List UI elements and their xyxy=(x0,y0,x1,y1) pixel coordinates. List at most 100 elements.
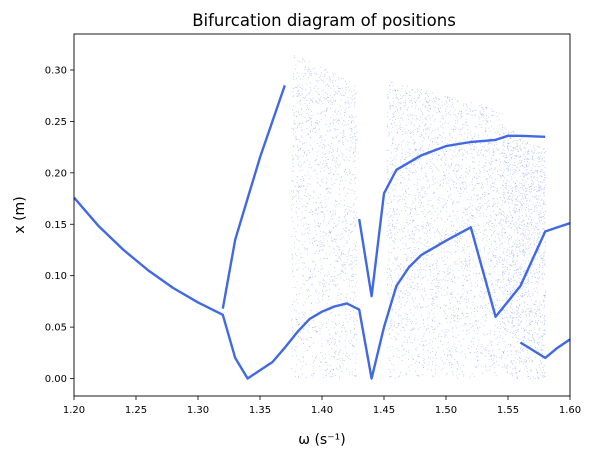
chaos-point xyxy=(398,143,400,145)
chaos-point xyxy=(343,115,345,117)
chaos-point xyxy=(325,207,327,209)
chaos-point xyxy=(307,223,309,225)
chaos-point xyxy=(292,198,294,200)
chaos-point xyxy=(328,222,329,224)
chaos-point xyxy=(352,316,354,318)
chaos-point xyxy=(314,73,316,75)
chaos-point xyxy=(482,114,484,115)
chaos-point xyxy=(522,207,524,209)
chaos-point xyxy=(308,332,310,334)
chaos-point xyxy=(337,331,338,333)
chaos-point xyxy=(342,179,343,181)
chaos-point xyxy=(291,258,293,260)
chaos-point xyxy=(406,372,407,374)
chaos-point xyxy=(536,281,538,283)
chaos-point xyxy=(297,187,299,188)
chaos-point xyxy=(441,257,443,259)
chaos-point xyxy=(529,186,531,188)
chaos-point xyxy=(396,208,398,210)
chaos-point xyxy=(451,225,452,227)
chaos-point xyxy=(326,289,328,291)
chaos-point xyxy=(478,194,479,196)
chaos-point xyxy=(314,122,316,124)
chaos-point xyxy=(326,210,328,212)
chaos-point xyxy=(395,226,397,228)
chaos-point xyxy=(301,136,303,138)
chaos-point xyxy=(299,240,301,242)
chaos-point xyxy=(409,167,411,169)
chaos-point xyxy=(408,264,409,266)
chaos-point xyxy=(355,245,357,247)
chaos-point xyxy=(350,189,352,191)
chaos-point xyxy=(477,199,479,201)
chaos-point xyxy=(433,220,435,222)
chaos-point xyxy=(509,198,511,200)
chaos-point xyxy=(297,126,298,127)
chaos-point xyxy=(514,367,516,369)
chaos-point xyxy=(407,257,409,259)
chaos-point xyxy=(483,261,485,263)
chaos-point xyxy=(445,110,446,112)
chaos-point xyxy=(447,219,448,221)
chaos-point xyxy=(421,295,423,297)
chaos-point xyxy=(307,149,309,151)
chaos-point xyxy=(315,302,317,304)
chaos-point xyxy=(335,160,337,162)
chaos-point xyxy=(338,87,340,89)
chaos-point xyxy=(349,127,351,129)
chaos-point xyxy=(494,179,496,180)
chaos-point xyxy=(452,307,454,308)
chaos-point xyxy=(540,245,541,247)
chaos-point xyxy=(333,251,335,253)
chaos-point xyxy=(449,364,450,366)
chaos-point xyxy=(534,176,535,178)
chaos-point xyxy=(294,309,296,311)
chaos-point xyxy=(415,118,417,120)
chaos-point xyxy=(387,202,389,204)
chaos-point xyxy=(348,120,350,121)
chaos-point xyxy=(305,189,307,191)
chaos-point xyxy=(310,71,311,72)
chaos-point xyxy=(535,211,537,213)
chaos-point xyxy=(466,191,468,193)
chaos-point xyxy=(455,165,457,166)
chaos-point xyxy=(397,108,398,110)
chaos-point xyxy=(295,321,297,323)
chaos-point xyxy=(296,176,298,178)
chaos-point xyxy=(343,271,344,273)
chaos-point xyxy=(432,313,434,315)
chaos-point xyxy=(516,238,518,240)
chaos-point xyxy=(322,147,323,149)
chaos-point xyxy=(345,107,347,109)
chaos-point xyxy=(395,94,397,96)
chaos-point xyxy=(407,295,409,296)
chaos-point xyxy=(329,245,331,247)
chaos-point xyxy=(518,191,520,193)
chaos-point xyxy=(530,321,532,323)
chaos-point xyxy=(473,149,475,151)
chaos-point xyxy=(460,237,462,239)
chaos-point xyxy=(507,279,509,281)
chaos-point xyxy=(523,185,525,187)
chaos-point xyxy=(330,78,331,80)
chaos-point xyxy=(508,162,510,164)
chaos-point xyxy=(478,169,480,171)
chaos-point xyxy=(476,348,477,350)
chaos-point xyxy=(473,215,474,217)
chaos-point xyxy=(416,154,418,156)
chaos-point xyxy=(480,127,482,128)
chaos-point xyxy=(541,336,543,338)
chaos-point xyxy=(386,292,388,294)
chaos-point xyxy=(494,371,496,373)
chaos-point xyxy=(544,175,546,176)
chaos-point xyxy=(517,338,519,340)
chaos-point xyxy=(437,346,439,348)
chaos-point xyxy=(347,321,349,323)
chaos-point xyxy=(303,162,305,164)
chaos-point xyxy=(495,305,497,307)
chaos-point xyxy=(474,296,476,298)
chaos-point xyxy=(500,218,502,220)
chaos-point xyxy=(449,110,451,112)
chaos-point xyxy=(476,126,478,128)
chaos-point xyxy=(405,244,407,246)
